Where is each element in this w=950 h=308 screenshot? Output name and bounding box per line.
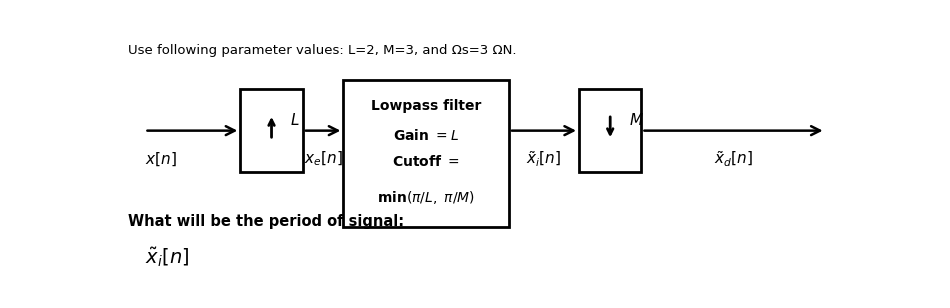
Text: $x_e[n]$: $x_e[n]$ (304, 150, 342, 168)
Text: Use following parameter values: L=2, M=3, and Ωs=3 ΩN.: Use following parameter values: L=2, M=3… (127, 44, 516, 57)
Bar (240, 89, 303, 172)
Text: $\tilde{x}_d[n]$: $\tilde{x}_d[n]$ (714, 149, 753, 169)
Text: Lowpass filter: Lowpass filter (370, 99, 482, 113)
Text: min$(\pi/L,\ \pi/M)$: min$(\pi/L,\ \pi/M)$ (377, 189, 475, 206)
Bar (343, 80, 509, 227)
Text: $x[n]$: $x[n]$ (144, 150, 177, 168)
Text: $L$: $L$ (290, 112, 299, 128)
Text: What will be the period of signal:: What will be the period of signal: (127, 214, 404, 229)
Text: Cutoff $=$: Cutoff $=$ (392, 155, 460, 169)
Text: $\tilde{x}_i[n]$: $\tilde{x}_i[n]$ (144, 246, 189, 269)
Text: Gain $= L$: Gain $= L$ (393, 128, 459, 143)
Text: $\tilde{x}_i[n]$: $\tilde{x}_i[n]$ (526, 149, 561, 169)
Text: $M$: $M$ (629, 112, 643, 128)
Bar (579, 89, 641, 172)
